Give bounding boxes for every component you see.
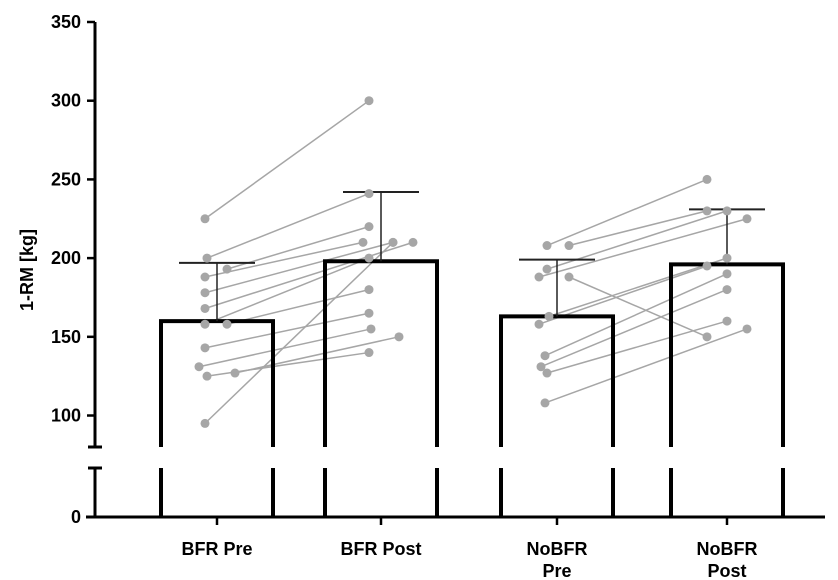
bars — [159, 259, 785, 517]
data-point — [364, 222, 374, 232]
y-tick-label: 350 — [51, 12, 81, 32]
pair-line — [198, 328, 372, 368]
error-bars — [179, 191, 765, 322]
bar-2 — [323, 259, 439, 447]
data-point — [542, 241, 552, 251]
data-point — [364, 308, 374, 318]
pair-line — [204, 241, 394, 424]
data-point — [544, 311, 554, 321]
data-point — [194, 362, 204, 372]
data-point — [200, 343, 210, 353]
data-point — [722, 269, 732, 279]
pair-line — [204, 241, 364, 278]
bar-1 — [159, 319, 275, 447]
pair-line — [206, 192, 370, 259]
data-point — [364, 96, 374, 106]
pair-line — [546, 178, 708, 247]
data-point — [702, 332, 712, 342]
data-point — [722, 316, 732, 326]
pair-line — [538, 218, 748, 278]
data-point — [742, 324, 752, 334]
data-point — [366, 324, 376, 334]
bar-2-lower — [323, 468, 439, 517]
data-point — [202, 371, 212, 381]
data-point — [200, 418, 210, 428]
x-category-label-line: BFR Pre — [181, 539, 252, 559]
y-axis-title: 1-RM [kg] — [17, 229, 37, 311]
data-point — [536, 362, 546, 372]
data-point — [534, 272, 544, 282]
pair-line — [204, 312, 370, 349]
data-point — [722, 253, 732, 263]
pair-line — [204, 257, 370, 325]
data-point — [202, 253, 212, 263]
pair-line — [204, 241, 394, 294]
pair-line — [568, 210, 708, 247]
y-tick-label: 0 — [71, 507, 81, 527]
data-point — [408, 237, 418, 247]
x-category-label-line: Post — [707, 561, 746, 580]
y-tick-label: 250 — [51, 169, 81, 189]
bar-1-lower — [159, 468, 275, 517]
data-point — [364, 348, 374, 358]
data-point — [200, 303, 210, 313]
y-tick-label: 150 — [51, 327, 81, 347]
pair-line — [546, 320, 728, 374]
pair-line — [204, 241, 414, 310]
bar-4-lower — [669, 468, 785, 517]
data-point — [364, 189, 374, 199]
bar-3-lower — [499, 468, 615, 517]
data-point — [722, 206, 732, 216]
data-point — [200, 288, 210, 298]
data-point — [542, 264, 552, 274]
data-point — [540, 351, 550, 361]
data-point — [722, 285, 732, 295]
x-category-label-line: BFR Post — [341, 539, 422, 559]
labels: 100 150 200 250 300 350 0 BFR Pre BFR Post NoBFR P… — [17, 12, 758, 580]
x-category-label: BFR Post — [341, 539, 422, 559]
y-tick-label: 200 — [51, 248, 81, 268]
bar-3 — [499, 314, 615, 447]
x-category-label-line: NoBFR — [697, 539, 758, 559]
x-category-label: NoBFR Pre — [527, 539, 588, 580]
data-point — [542, 368, 552, 378]
data-points — [194, 96, 752, 428]
pair-line — [226, 288, 370, 325]
axes — [86, 20, 825, 525]
data-point — [230, 368, 240, 378]
x-category-label: BFR Pre — [181, 539, 252, 559]
x-category-label-line: NoBFR — [527, 539, 588, 559]
data-point — [200, 319, 210, 329]
y-tick-label: 100 — [51, 406, 81, 426]
pair-line — [548, 257, 728, 318]
data-point — [388, 237, 398, 247]
data-point — [364, 253, 374, 263]
data-point — [742, 214, 752, 224]
data-point — [222, 264, 232, 274]
data-point — [358, 237, 368, 247]
pair-line — [544, 273, 728, 357]
pair-line — [234, 336, 400, 374]
pair-line — [544, 328, 748, 404]
y-tick-label: 300 — [51, 91, 81, 111]
data-point — [200, 214, 210, 224]
data-point — [564, 272, 574, 282]
data-point — [534, 319, 544, 329]
data-point — [222, 319, 232, 329]
pair-line — [540, 288, 728, 368]
data-point — [394, 332, 404, 342]
pair-line — [568, 276, 708, 338]
data-point — [564, 241, 574, 251]
x-category-label: NoBFR Post — [697, 539, 758, 580]
data-point — [200, 272, 210, 282]
data-point — [364, 285, 374, 295]
data-point — [540, 398, 550, 408]
data-point — [702, 174, 712, 184]
x-category-label-line: Pre — [542, 561, 571, 580]
data-point — [702, 261, 712, 271]
pair-line — [204, 100, 370, 220]
paired-lines — [198, 100, 748, 424]
data-point — [702, 206, 712, 216]
